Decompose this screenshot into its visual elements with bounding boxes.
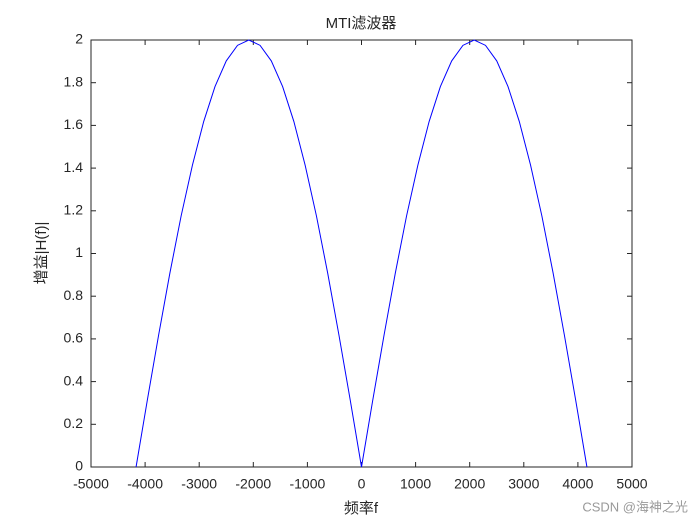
y-tick-label: 1.8 xyxy=(64,73,84,89)
x-tick-label: 2000 xyxy=(454,476,485,492)
x-tick-label: -2000 xyxy=(235,476,271,492)
y-tick-label: 0.8 xyxy=(64,287,84,303)
y-tick-label: 0.6 xyxy=(64,330,84,346)
plot-frame xyxy=(90,39,633,468)
x-tick-label: 0 xyxy=(358,476,366,492)
x-tick-label: 1000 xyxy=(400,476,431,492)
y-tick-label: 2 xyxy=(75,31,83,47)
y-tick-label: 0 xyxy=(75,458,83,474)
chart-title: MTI滤波器 xyxy=(326,15,397,32)
x-tick-label: -1000 xyxy=(289,476,325,492)
y-tick-label: 1.4 xyxy=(64,159,84,175)
y-tick-label: 1 xyxy=(75,244,83,260)
x-tick-label: -5000 xyxy=(73,476,109,492)
y-tick-label: 0.2 xyxy=(64,415,84,431)
y-axis-label: 增益|H(f)| xyxy=(33,222,50,285)
x-tick-label: 5000 xyxy=(616,476,647,492)
watermark: CSDN @海神之光 xyxy=(582,499,688,514)
x-tick-label: -4000 xyxy=(127,476,163,492)
y-tick-label: 0.4 xyxy=(64,372,84,388)
x-tick-label: -3000 xyxy=(181,476,217,492)
x-tick-label: 3000 xyxy=(508,476,539,492)
y-tick-label: 1.6 xyxy=(64,116,84,132)
x-tick-label: 4000 xyxy=(562,476,593,492)
y-tick-label: 1.2 xyxy=(64,202,84,218)
x-axis-label: 频率f xyxy=(344,500,379,517)
line-series xyxy=(135,39,588,468)
